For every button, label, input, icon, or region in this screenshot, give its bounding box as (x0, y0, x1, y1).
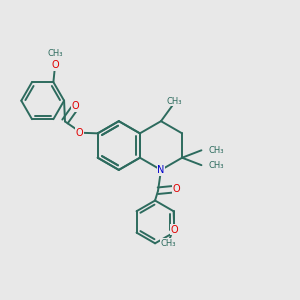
Text: CH₃: CH₃ (209, 146, 224, 155)
Text: CH₃: CH₃ (209, 161, 224, 170)
Text: CH₃: CH₃ (47, 49, 63, 58)
Text: O: O (75, 128, 83, 138)
Text: O: O (72, 101, 79, 111)
Text: O: O (172, 184, 180, 194)
Text: N: N (157, 165, 165, 175)
Text: O: O (170, 225, 178, 235)
Text: O: O (51, 60, 59, 70)
Text: CH₃: CH₃ (167, 97, 182, 106)
Text: CH₃: CH₃ (160, 238, 176, 247)
